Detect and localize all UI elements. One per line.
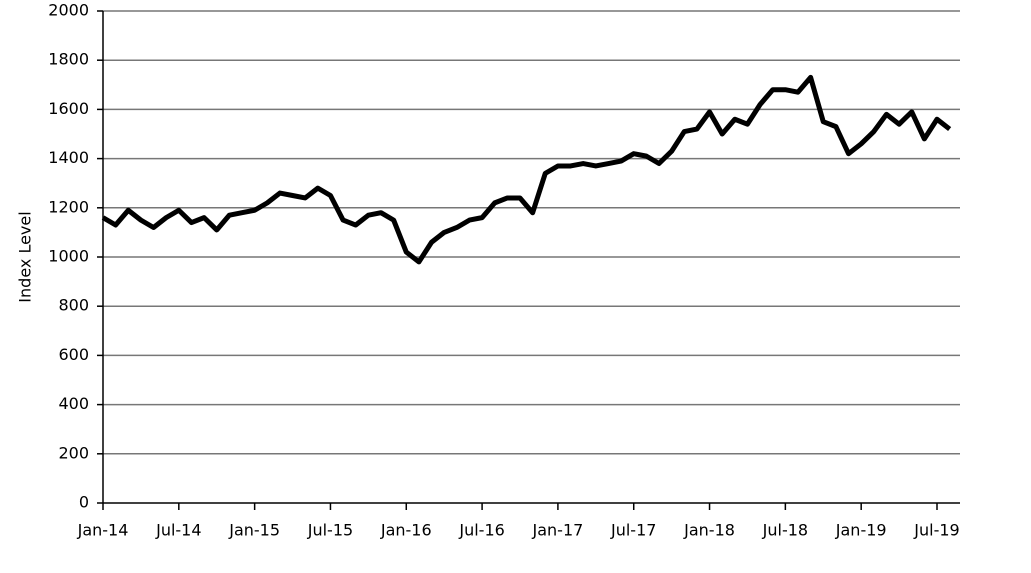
y-tick-label: 1400	[48, 148, 89, 167]
y-tick-label: 800	[58, 296, 89, 315]
data-line	[101, 74, 952, 265]
x-tick-label: Jul-18	[762, 521, 808, 540]
y-tick-label: 1600	[48, 99, 89, 118]
y-axis-label: Index Level	[16, 211, 35, 302]
y-tick-label: 1200	[48, 197, 89, 216]
y-tick-label: 1000	[48, 247, 89, 266]
x-tick-label: Jul-14	[155, 521, 201, 540]
y-tick-label: 2000	[48, 1, 89, 20]
x-tick-label: Jan-17	[532, 521, 584, 540]
y-tick-label: 0	[79, 493, 89, 512]
y-tick-label: 600	[58, 345, 89, 364]
x-tick-label: Jan-18	[683, 521, 735, 540]
x-tick-label: Jan-16	[380, 521, 432, 540]
x-tick-label: Jan-15	[228, 521, 280, 540]
x-tick-label: Jul-16	[458, 521, 504, 540]
x-tick-label: Jul-15	[307, 521, 353, 540]
x-tick-label: Jan-19	[835, 521, 887, 540]
y-tick-label: 1800	[48, 50, 89, 69]
x-tick-label: Jan-14	[77, 521, 129, 540]
y-tick-label: 400	[58, 394, 89, 413]
y-tick-label: 200	[58, 443, 89, 462]
x-tick-label: Jul-19	[913, 521, 959, 540]
x-tick-label: Jul-17	[610, 521, 656, 540]
